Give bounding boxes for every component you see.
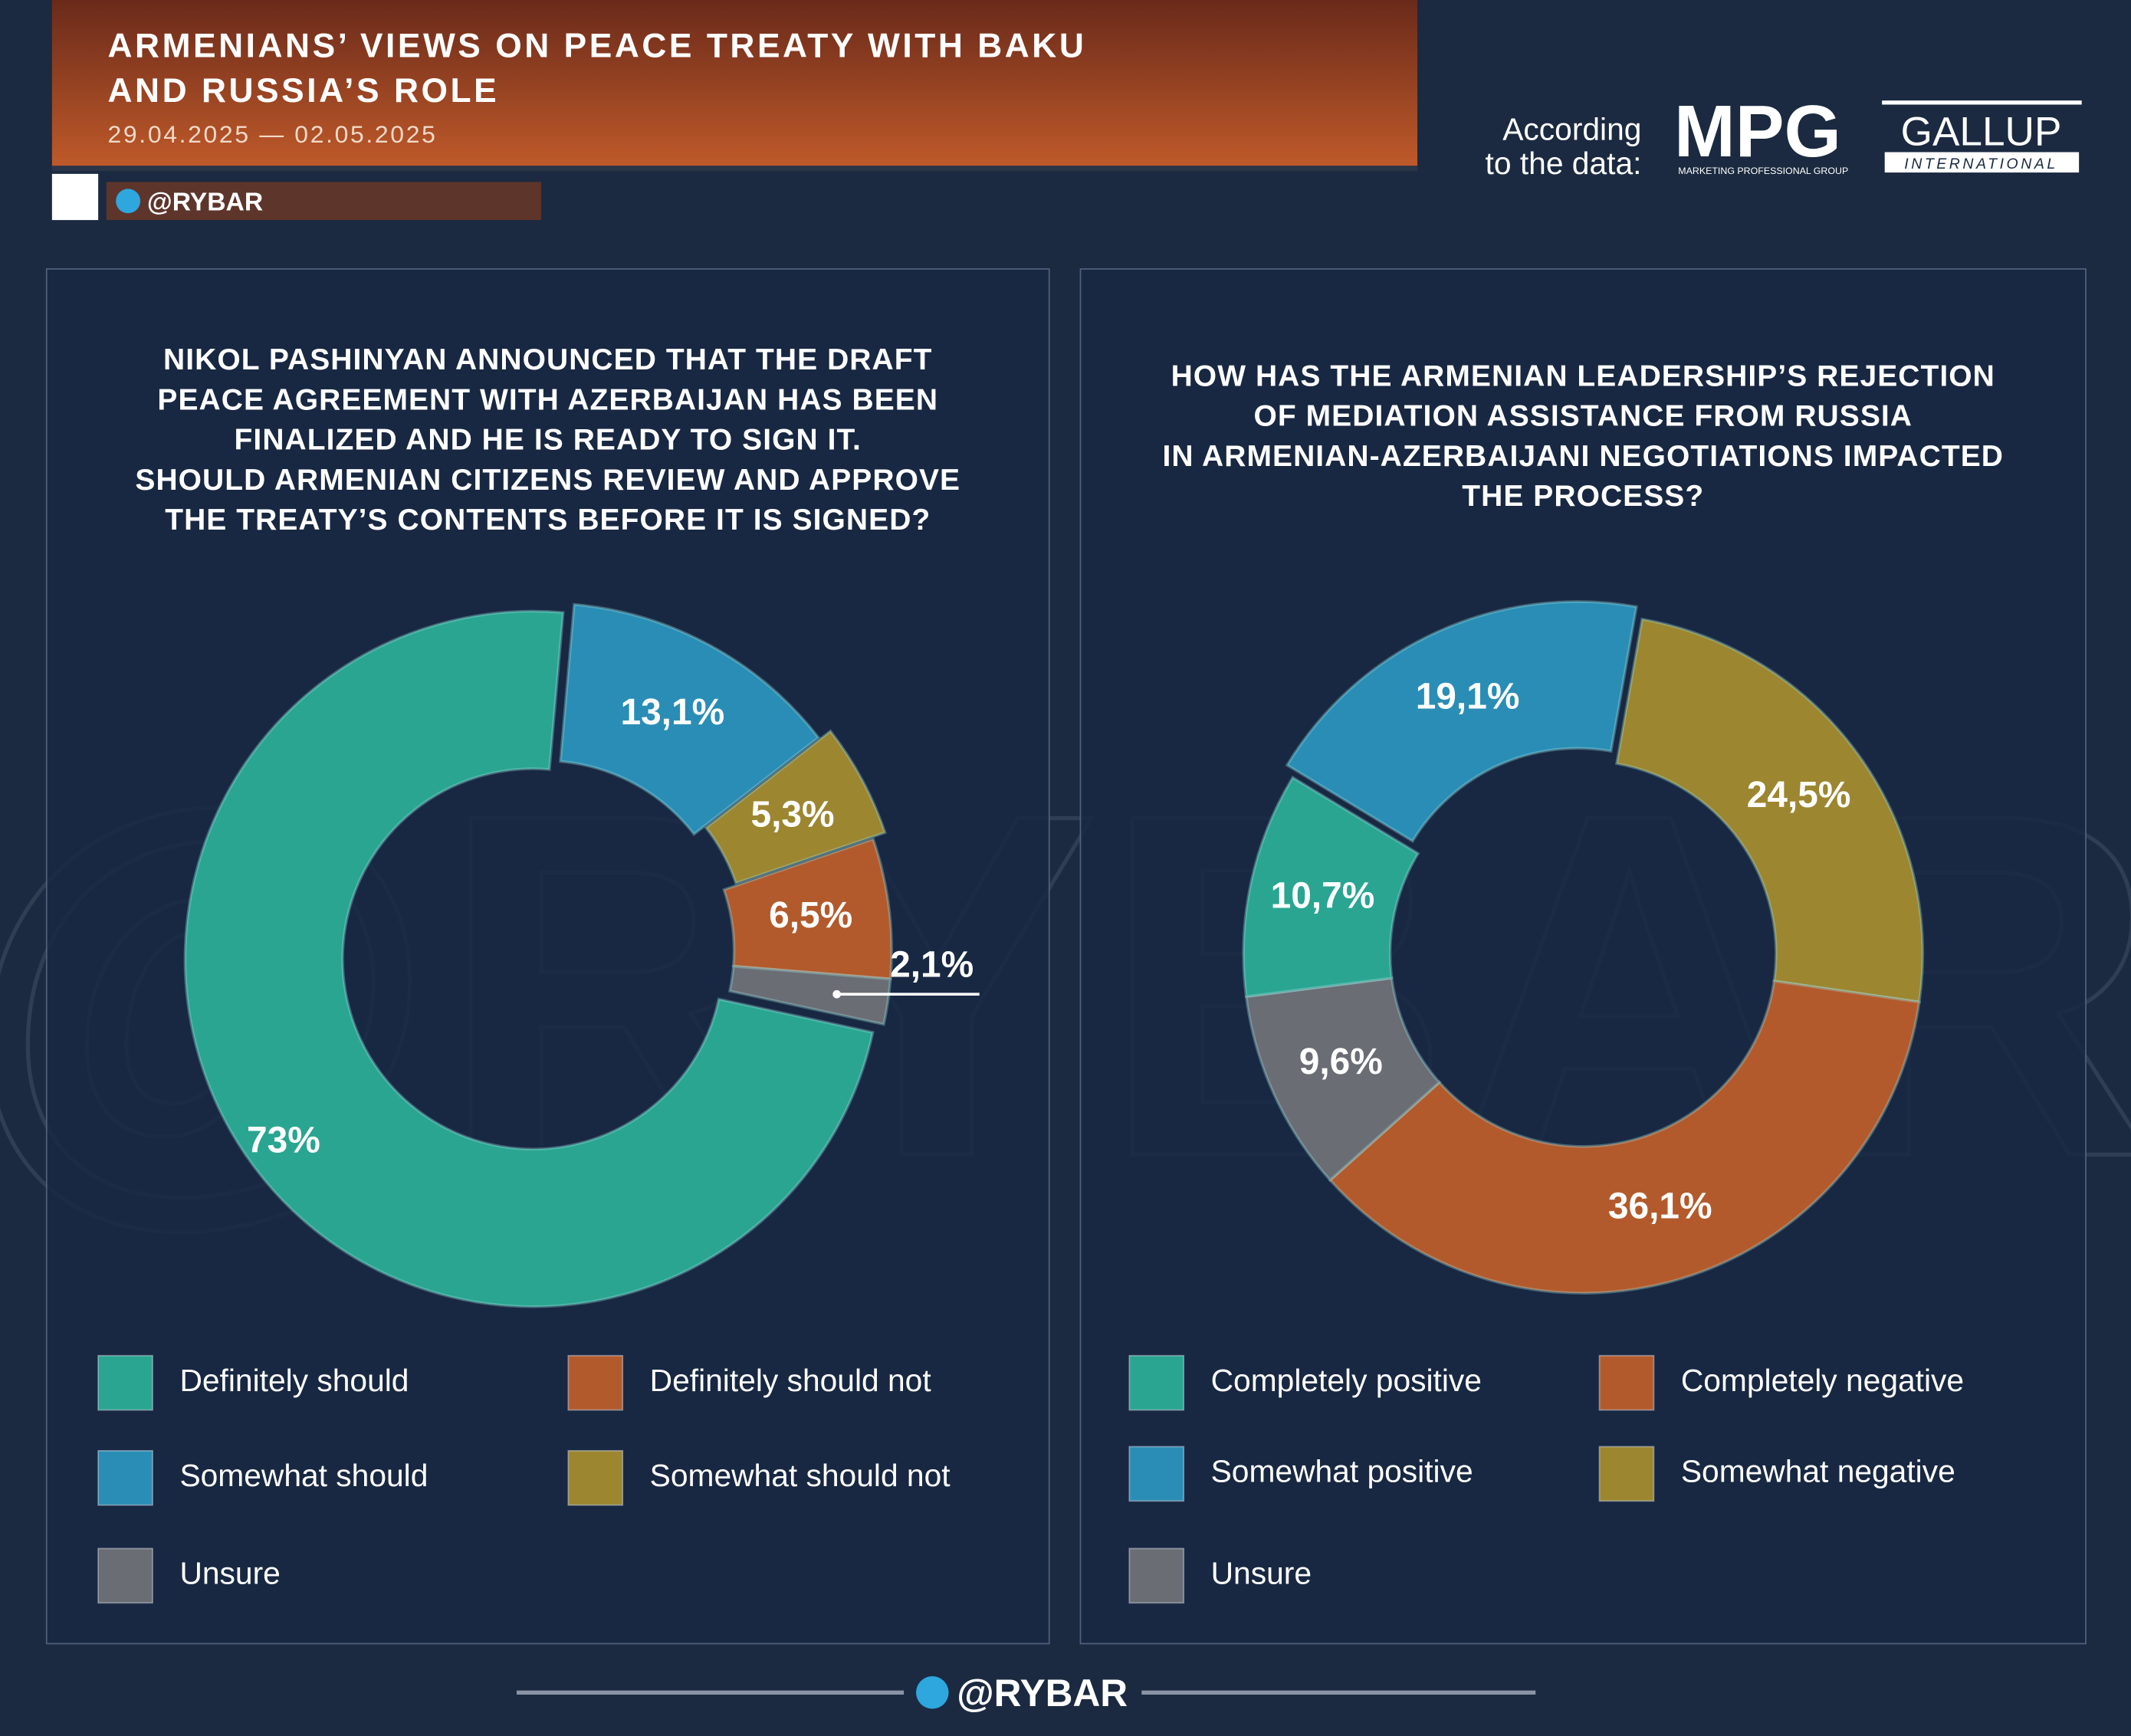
panel [1079,268,2087,1645]
legend-label: Completely negative [1681,1363,1964,1398]
charts: NIKOL PASHINYAN ANNOUNCED THAT THE DRAFT… [97,343,2004,1604]
legend-label: Definitely should not [650,1363,932,1398]
question-line: THE PROCESS? [1462,480,1704,513]
handle-band [106,182,541,221]
legend-swatch [1128,1354,1185,1411]
question-line: PEACE AGREEMENT WITH AZERBAIJAN HAS BEEN [157,383,938,416]
question-line: FINALIZED AND HE IS READY TO SIGN IT. [235,424,862,457]
question-line: OF MEDIATION ASSISTANCE FROM RUSSIA [1253,400,1913,433]
donut-segment [704,729,887,885]
question-line: IN ARMENIAN-AZERBAIJANI NEGOTIATIONS IMP… [1162,440,2004,473]
value-label: 36,1% [1608,1186,1712,1226]
logo-mpg-sub: MARKETING PROFESSIONAL GROUP [1678,166,1848,176]
legend-swatch [97,1449,153,1506]
value-label: 6,5% [769,895,852,936]
legend-label: Somewhat negative [1681,1454,1955,1489]
header-band [51,0,1418,169]
legend-label: Somewhat should [179,1458,428,1493]
value-label: 2,1% [890,944,974,985]
legend-swatch [567,1449,624,1506]
source-label: to the data: [1486,146,1642,181]
donut-segment [1242,775,1420,999]
question-line: THE TREATY’S CONTENTS BEFORE IT IS SIGNE… [165,504,931,537]
donut-segment [1244,976,1442,1183]
legend-swatch [1598,1446,1655,1502]
legend-label: Unsure [179,1556,280,1591]
value-label: 73% [247,1121,320,1161]
logo-gallup-sub: INTERNATIONAL [1904,156,2058,172]
legend-swatch [1598,1354,1655,1411]
question-line: HOW HAS THE ARMENIAN LEADERSHIP’S REJECT… [1171,359,1995,392]
title-line: AND RUSSIA’S ROLE [108,72,500,110]
donut-segment [559,602,821,836]
telegram-icon [116,189,141,214]
question-line: SHOULD ARMENIAN CITIZENS REVIEW AND APPR… [135,464,960,497]
qr-code [51,173,99,221]
value-label: 24,5% [1747,775,1851,815]
value-label: 19,1% [1416,676,1520,717]
footer-handle: @RYBAR [957,1672,1128,1715]
dates: 29.04.2025 — 02.05.2025 [108,120,438,148]
handle: @RYBAR [147,189,263,217]
donut-segment [1328,980,1921,1295]
logo-rule [1882,100,2082,105]
source-label: According [1502,112,1641,147]
donut-segment [722,837,893,981]
value-label: 9,6% [1299,1042,1383,1082]
value-label: 5,3% [750,794,834,835]
legend-swatch [567,1354,624,1411]
header-line [51,166,1418,172]
title-line: ARMENIANS’ VIEWS ON PEACE TREATY WITH BA… [108,27,1087,64]
donut-segment [183,609,875,1308]
legend-label: Somewhat positive [1211,1454,1473,1489]
legend-label: Somewhat should not [650,1458,951,1493]
value-label: 13,1% [620,692,724,733]
legend-swatch [97,1354,153,1411]
legend-label: Definitely should [179,1363,409,1398]
question-line: NIKOL PASHINYAN ANNOUNCED THAT THE DRAFT [163,343,932,376]
legend-swatch [1128,1547,1185,1604]
value-label: 10,7% [1271,876,1375,917]
legend-swatch [97,1547,153,1604]
logo-gallup: GALLUP [1901,110,2062,155]
logo-gallup-band [1884,152,2080,173]
legend-label: Completely positive [1211,1363,1482,1398]
donut-segment [1285,600,1638,843]
logo-mpg: MPG [1674,90,1841,172]
legend-swatch [1128,1446,1185,1502]
donut-segment [1614,617,1925,1004]
legend-label: Unsure [1211,1556,1312,1591]
telegram-icon [916,1676,949,1709]
